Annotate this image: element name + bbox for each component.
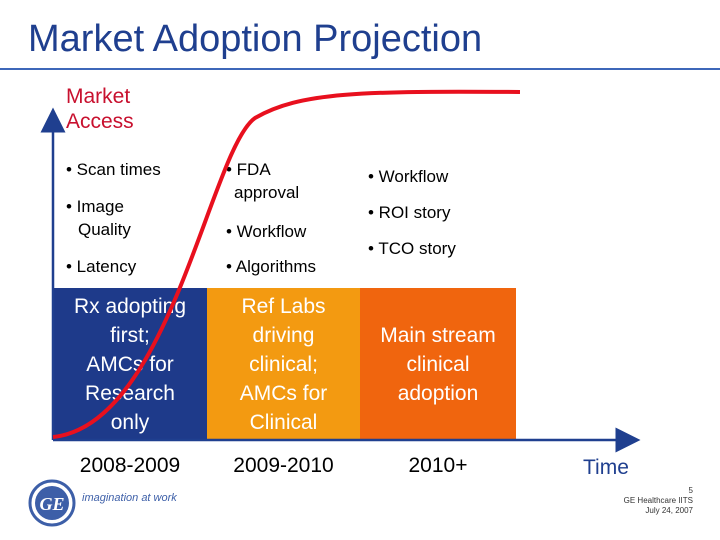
phase1-bullet-image: • Image	[66, 197, 124, 216]
y-axis-label: Market Access	[66, 84, 134, 134]
footer-date: July 24, 2007	[645, 506, 693, 515]
y-axis-label-line1: Market	[66, 85, 131, 108]
title-divider	[0, 68, 720, 70]
phase2-bar-line: AMCs for	[239, 381, 328, 405]
phase1-bar-line: first;	[110, 323, 150, 347]
page-title: Market Adoption Projection	[28, 18, 483, 60]
y-axis-label-line2: Access	[66, 110, 134, 133]
phase2-bar-line: driving	[252, 323, 315, 347]
phase3-period: 2010+	[408, 454, 468, 477]
phase2-bar-line: Clinical	[249, 410, 318, 434]
phase3-bar: Main stream clinical adoption	[360, 288, 516, 440]
phase2-period: 2009-2010	[233, 454, 334, 477]
phase1-bullet-quality: Quality	[78, 220, 131, 239]
phase2-bar-line: Ref Labs	[241, 294, 326, 318]
phase2-bullet-algorithms: • Algorithms	[226, 257, 317, 276]
phase1-bullet-scan-times: • Scan times	[66, 160, 161, 179]
phase3-bar-line: clinical	[406, 352, 470, 376]
page-number: 5	[688, 486, 693, 495]
phase3-bullet-workflow: • Workflow	[368, 167, 449, 186]
phase1-bar: Rx adopting first; AMCs for Research onl…	[53, 288, 207, 440]
x-axis-label: Time	[583, 456, 629, 479]
phase2-bullet-fda: • FDA	[226, 160, 271, 179]
phase3-bullet-roi: • ROI story	[368, 203, 451, 222]
phase3-bullet-tco: • TCO story	[368, 239, 456, 258]
phase1-bar-line: only	[110, 410, 150, 434]
phase2-bullet-workflow: • Workflow	[226, 222, 307, 241]
phase1-bullet-latency: • Latency	[66, 257, 137, 276]
logo-tagline: imagination at work	[82, 492, 177, 504]
phase2-bar: Ref Labs driving clinical; AMCs for Clin…	[207, 288, 360, 440]
phase1-bar-line: Research	[85, 381, 175, 405]
phase1-period: 2008-2009	[79, 454, 181, 477]
phase3-bar-line: Main stream	[380, 323, 496, 347]
footer-org: GE Healthcare IITS	[623, 496, 693, 505]
phase1-bar-line: AMCs for	[86, 352, 174, 376]
phase2-bullet-approval: approval	[234, 183, 300, 202]
logo-brand: GE	[39, 494, 64, 514]
adoption-curve	[52, 89, 521, 439]
slide-footer: 5 GE Healthcare IITS July 24, 2007	[560, 486, 693, 516]
phase3-bar-line: adoption	[397, 381, 479, 405]
ge-logo-icon: GE	[28, 479, 76, 527]
phase1-bar-line: Rx adopting	[73, 294, 187, 318]
phase2-bar-line: clinical;	[249, 352, 318, 376]
